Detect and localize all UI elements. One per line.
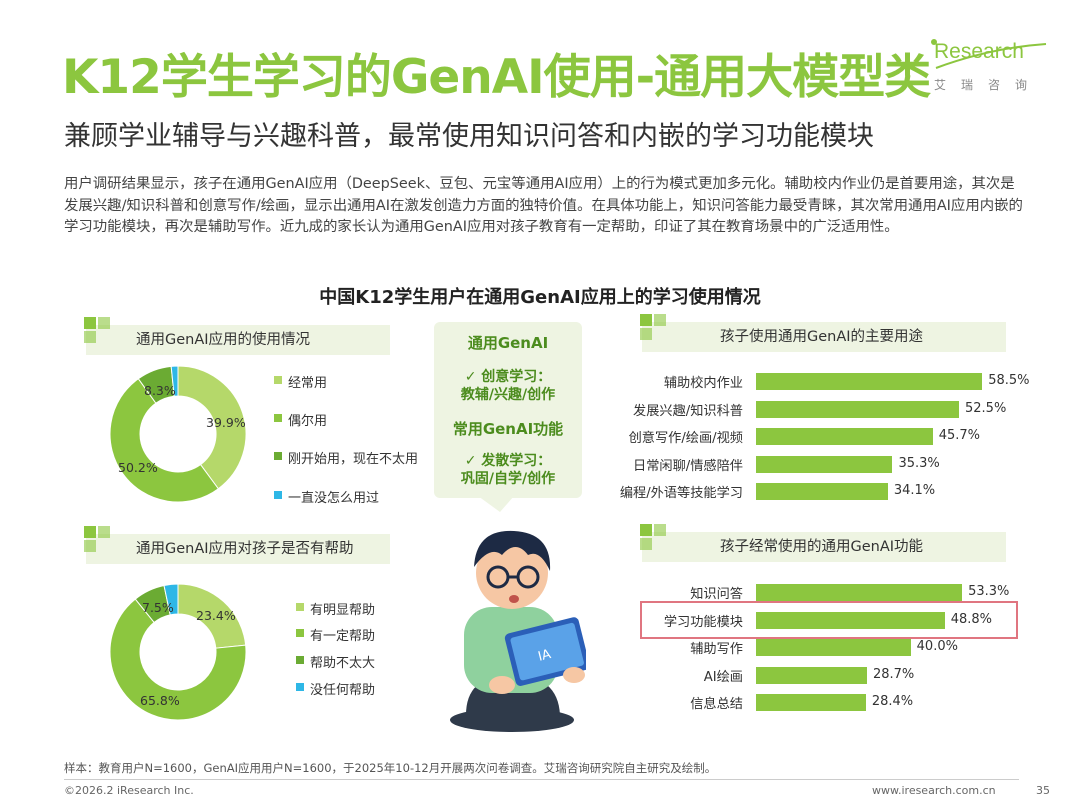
bubble-line-4: 常用GenAI功能 xyxy=(452,420,564,438)
bar xyxy=(756,428,933,445)
bar xyxy=(756,483,888,500)
bar-chart-purpose: 辅助校内作业 58.5% 发展兴趣/知识科普 52.5% 创意写作/绘画/视频 45.7%… xyxy=(600,372,1030,512)
main-chart-title: 中国K12学生用户在通用GenAI应用上的学习使用情况 xyxy=(319,287,761,308)
bar-value-label: 34.1% xyxy=(893,483,936,498)
donut-chart-help xyxy=(109,583,247,721)
bar-category-label: 日常闲聊/情感陪伴 xyxy=(633,458,743,474)
bar-value-label: 52.5% xyxy=(965,400,1007,416)
bar-value-label: 40.0% xyxy=(916,639,958,654)
panel-head-function: 孩子经常使用的通用GenAI功能 xyxy=(640,524,1006,562)
footer-divider xyxy=(64,779,1019,780)
bar xyxy=(756,373,983,390)
bubble-line-2: ✓ 创意学习： xyxy=(464,369,552,385)
bar-value-label: 45.7% xyxy=(938,428,981,443)
bar-category-label: 辅助写作 xyxy=(690,642,743,657)
bar xyxy=(756,400,959,418)
logo-cn: 艾瑞咨询 xyxy=(934,78,1043,92)
bar xyxy=(756,584,963,601)
pie-slice xyxy=(170,365,179,397)
highlight-box xyxy=(640,601,1018,639)
bar-category-label: 创意写作/绘画/视频 xyxy=(628,431,743,446)
copyright: ©2026.2 iResearch Inc. xyxy=(64,784,194,797)
bubble-line-5: ✓ 发散学习： xyxy=(464,453,552,469)
legend-item: 偶尔用 xyxy=(274,410,327,429)
website: www.iresearch.com.cn xyxy=(872,784,996,797)
bar-value-label: 58.5% xyxy=(988,373,1030,388)
page-number: 35 xyxy=(1036,784,1050,797)
logo-word: Research xyxy=(934,40,1024,63)
panel-title-purpose: 孩子使用通用GenAI的主要用途 xyxy=(720,329,924,345)
pie-slice xyxy=(109,378,220,503)
iresearch-logo: Research 艾瑞咨询 xyxy=(930,38,1048,94)
page-subtitle: 兼顾学业辅导与兴趣科普，最常使用知识问答和内嵌的学习功能模块 xyxy=(64,121,874,152)
bubble-tail xyxy=(478,496,514,512)
bar xyxy=(756,666,867,684)
bar-value-label: 28.7% xyxy=(872,666,915,682)
panel-title-usage: 通用GenAI应用的使用情况 xyxy=(136,332,311,348)
intro-paragraph: 用户调研结果显示，孩子在通用GenAI应用（DeepSeek、豆包、元宝等通用A… xyxy=(64,176,1023,235)
pie-label: 50.2% xyxy=(118,460,158,475)
bar-category-label: 辅助校内作业 xyxy=(663,376,743,391)
legend-item: 刚开始用，现在不太用 xyxy=(274,448,418,467)
legend-item: 经常用 xyxy=(274,372,327,391)
legend-item: 帮助不太大 xyxy=(296,652,375,671)
pie-slice xyxy=(177,365,247,490)
pie-label: 39.9% xyxy=(206,415,246,430)
bar-value-label: 53.3% xyxy=(968,584,1010,599)
bar-category-label: 知识问答 xyxy=(690,587,743,602)
bar xyxy=(756,639,911,656)
student-with-tablet-illustration: IA xyxy=(450,530,586,732)
logo-swoosh xyxy=(931,39,1047,69)
panel-deco-icon xyxy=(84,317,114,349)
bar-category-label: 信息总结 xyxy=(690,697,743,712)
pie-slice xyxy=(109,598,247,721)
bar xyxy=(756,694,866,711)
bar-category-label: 学习功能模块 xyxy=(663,614,743,630)
pie-slice xyxy=(163,583,179,616)
bubble-line-3: 教辅/兴趣/创作 xyxy=(460,387,556,403)
pie-label: 7.5% xyxy=(142,600,174,615)
callout-bubble: 通用GenAI ✓ 创意学习： 教辅/兴趣/创作 常用GenAI功能 ✓ 发散学… xyxy=(434,322,582,498)
legend-item: 没任何帮助 xyxy=(296,679,375,698)
bar xyxy=(756,455,893,473)
page-title: K12学生学习的GenAI使用-通用大模型类 xyxy=(62,50,931,105)
footnote: 样本：教育用户N=1600，GenAI应用用户N=1600，于2025年10-1… xyxy=(64,761,717,775)
bubble-line-6: 巩固/自学/创作 xyxy=(460,471,556,487)
legend-item: 有一定帮助 xyxy=(296,625,375,644)
bar-value-label: 28.4% xyxy=(871,694,914,709)
panel-deco-icon xyxy=(640,314,670,346)
legend-item: 一直没怎么用过 xyxy=(274,487,379,506)
bar-category-label: 发展兴趣/知识科普 xyxy=(633,403,743,419)
bar-value-label: 48.8% xyxy=(950,611,992,627)
panel-title-help: 通用GenAI应用对孩子是否有帮助 xyxy=(136,541,354,557)
legend-item: 有明显帮助 xyxy=(296,599,375,618)
bar-category-label: 编程/外语等技能学习 xyxy=(619,486,743,501)
panel-head-usage: 通用GenAI应用的使用情况 xyxy=(84,317,390,355)
donut-chart-usage xyxy=(109,365,247,503)
bar xyxy=(756,611,945,629)
panel-deco-icon xyxy=(640,524,670,556)
pie-label: 23.4% xyxy=(196,608,236,623)
panel-deco-icon xyxy=(84,526,114,558)
panel-head-purpose: 孩子使用通用GenAI的主要用途 xyxy=(640,314,1006,352)
bar-value-label: 35.3% xyxy=(898,455,940,471)
pie-label: 8.3% xyxy=(144,383,176,398)
panel-title-function: 孩子经常使用的通用GenAI功能 xyxy=(720,539,924,555)
bar-chart-function: 知识问答 53.3% 学习功能模块 48.8% 辅助写作 40.0% AI绘画 28.7% 信息… xyxy=(600,583,1020,723)
panel-head-help: 通用GenAI应用对孩子是否有帮助 xyxy=(84,526,390,564)
bar-category-label: AI绘画 xyxy=(703,669,743,685)
bubble-line-1: 通用GenAI xyxy=(467,334,549,352)
svg-text:IA: IA xyxy=(537,647,553,665)
pie-label: 65.8% xyxy=(140,693,180,708)
